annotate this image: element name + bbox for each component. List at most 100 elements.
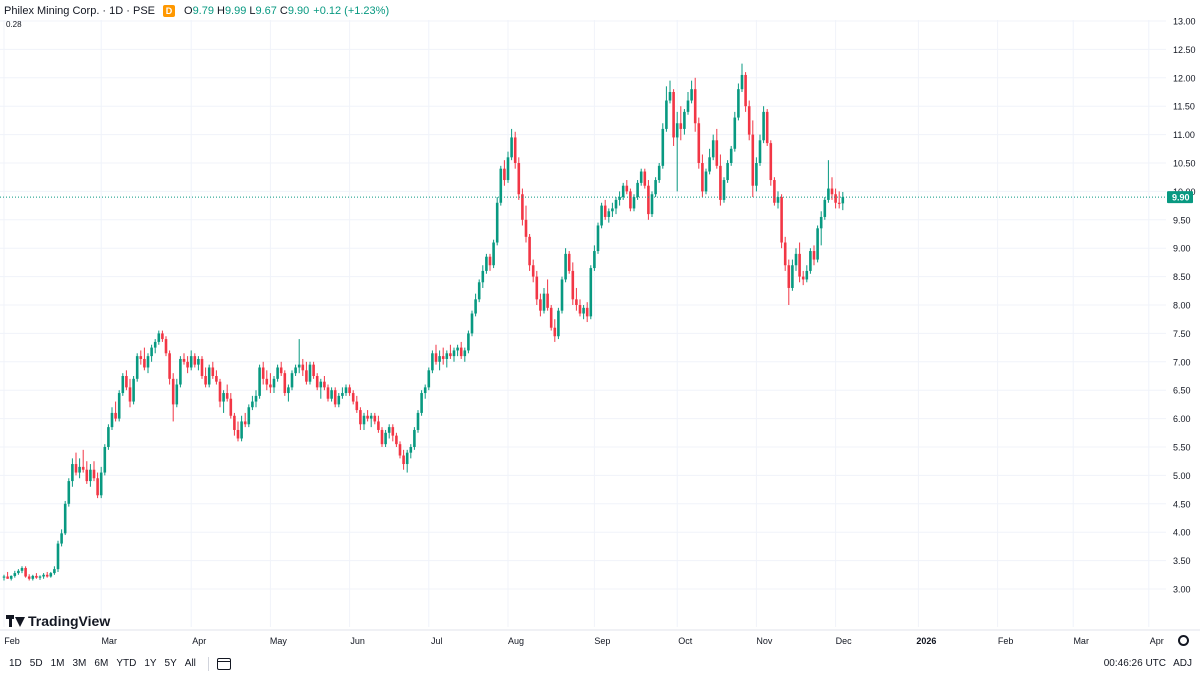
candle	[200, 356, 204, 379]
range-button-6m[interactable]: 6M	[94, 658, 109, 669]
candle	[337, 393, 341, 408]
x-tick-label: Feb	[998, 636, 1014, 646]
candle	[657, 163, 661, 183]
candle	[582, 305, 585, 320]
candle	[42, 573, 45, 579]
candle	[265, 370, 269, 391]
candle	[215, 370, 218, 385]
candle	[585, 302, 589, 323]
candle	[697, 117, 701, 169]
candle	[607, 208, 611, 223]
x-tick-label: Apr	[1150, 636, 1164, 646]
settings-gear-icon[interactable]	[1178, 635, 1189, 646]
candle	[398, 441, 402, 459]
candle	[272, 376, 276, 394]
candle	[575, 287, 578, 311]
candle	[114, 401, 117, 422]
close-key: C	[279, 5, 288, 17]
candle	[330, 387, 333, 402]
candle	[477, 279, 481, 303]
candle	[74, 452, 78, 476]
symbol-title[interactable]: Philex Mining Corp. · 1D · PSE	[4, 5, 155, 17]
candle	[236, 421, 240, 442]
range-button-1d[interactable]: 1D	[9, 658, 22, 669]
time-axis[interactable]: Feb Mar Apr May Jun Jul Aug Sep Oct Nov Dec 2026 Feb…	[0, 629, 1200, 646]
candle	[225, 384, 229, 402]
candle	[31, 574, 35, 581]
candle	[513, 131, 517, 169]
market-status-badge-icon[interactable]: D	[163, 5, 175, 17]
candle	[603, 199, 607, 220]
candle	[549, 305, 553, 331]
calendar-range-icon[interactable]	[216, 657, 231, 670]
x-tick-label: Apr	[192, 636, 206, 646]
candle	[639, 168, 643, 186]
candle	[812, 245, 816, 266]
candle	[89, 464, 92, 487]
candle	[9, 575, 13, 581]
candle	[78, 458, 81, 479]
candle	[326, 384, 330, 402]
range-button-1y[interactable]: 1Y	[144, 658, 157, 669]
candle	[823, 197, 827, 220]
candle	[56, 540, 60, 572]
candle	[63, 500, 67, 536]
y-tick-label: 11.50	[1173, 102, 1195, 112]
candle	[726, 160, 729, 183]
candle	[686, 92, 690, 115]
range-button-1m[interactable]: 1M	[50, 658, 65, 669]
y-tick-label: 9.00	[1173, 244, 1191, 254]
candle	[416, 410, 420, 433]
x-tick-label: Nov	[756, 636, 773, 646]
candle	[704, 168, 708, 195]
change-value: +0.12 (+1.23%)	[313, 5, 390, 17]
adjust-toggle-button[interactable]: ADJ	[1173, 658, 1192, 669]
candle	[830, 177, 834, 200]
symbol-legend: Philex Mining Corp. · 1D · PSE D O 9.79 H…	[4, 3, 389, 19]
candle	[546, 279, 549, 311]
candle	[535, 270, 539, 305]
candle	[240, 415, 243, 442]
range-button-all[interactable]: All	[184, 658, 196, 669]
candle	[71, 458, 74, 487]
candle	[589, 265, 593, 320]
candle	[85, 461, 89, 484]
candle	[380, 427, 384, 447]
candle	[254, 390, 258, 408]
candle	[467, 330, 470, 354]
candle	[312, 361, 315, 379]
candle	[791, 259, 794, 291]
candle	[524, 205, 528, 243]
candle	[488, 253, 492, 271]
candle	[643, 168, 647, 189]
price-axis[interactable]: 13.0012.5012.0011.5011.0010.5010.009.509…	[1167, 17, 1196, 595]
range-button-5d[interactable]: 5D	[29, 658, 43, 669]
utc-clock[interactable]: 00:46:26 UTC	[1103, 658, 1166, 669]
candle	[81, 449, 85, 473]
x-tick-label: Oct	[678, 636, 693, 646]
candle	[395, 432, 398, 447]
tradingview-logo[interactable]: TradingView	[6, 613, 110, 629]
y-tick-label: 5.00	[1173, 471, 1191, 481]
candle	[261, 361, 265, 385]
range-button-ytd[interactable]: YTD	[116, 658, 137, 669]
candle	[110, 407, 114, 430]
candle	[600, 202, 603, 229]
price-chart[interactable]: 13.0012.5012.0011.5011.0010.5010.009.509…	[0, 0, 1200, 652]
range-button-3m[interactable]: 3M	[72, 658, 87, 669]
candle	[150, 344, 153, 362]
candle	[564, 248, 567, 283]
candle	[276, 364, 279, 382]
candle	[409, 444, 413, 459]
candle	[351, 390, 355, 405]
candle	[449, 344, 452, 359]
candle	[441, 347, 445, 365]
candle	[128, 378, 132, 408]
range-button-5y[interactable]: 5Y	[164, 658, 177, 669]
candle	[769, 140, 773, 186]
candle	[503, 160, 506, 186]
candle	[470, 310, 474, 337]
chart-grid	[0, 20, 1166, 627]
candle	[24, 566, 27, 578]
candle	[816, 225, 819, 263]
